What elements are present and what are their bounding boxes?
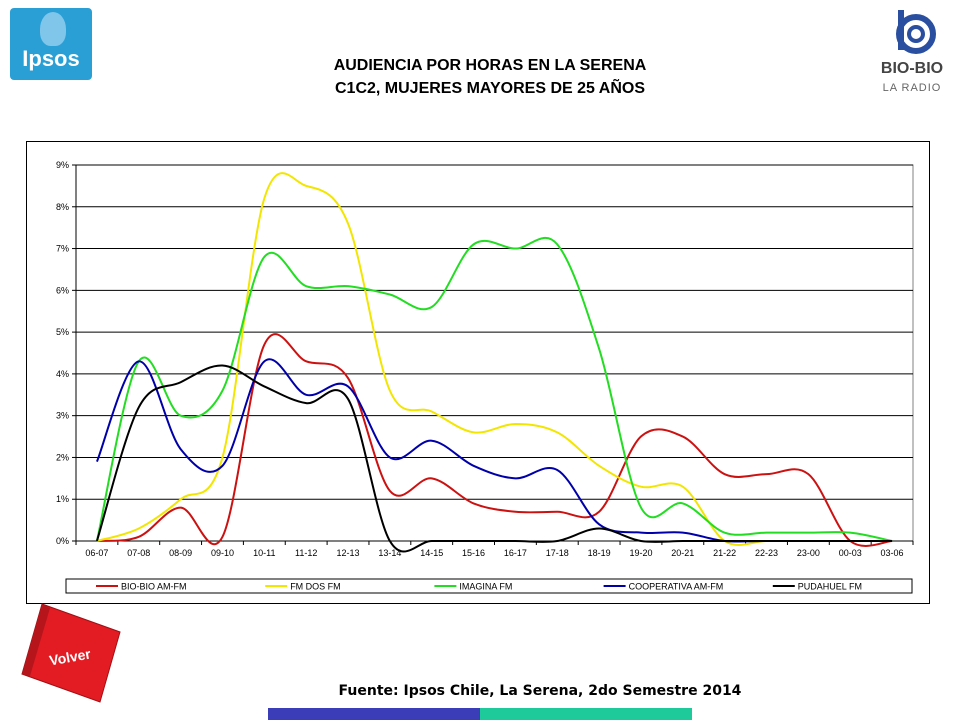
ipsos-logo: Ipsos <box>10 8 92 80</box>
y-tick-label: 7% <box>56 244 69 254</box>
y-tick-label: 3% <box>56 411 69 421</box>
biobio-logo-text: BIO-BIO <box>880 60 944 77</box>
x-tick-label: 23-00 <box>797 548 820 558</box>
series-line-1 <box>96 333 893 547</box>
y-tick-label: 6% <box>56 285 69 295</box>
x-tick-label: 13-14 <box>378 548 401 558</box>
x-tick-label: 20-21 <box>671 548 694 558</box>
series-line-2 <box>96 172 893 546</box>
x-tick-label: 03-06 <box>881 548 904 558</box>
y-tick-label: 9% <box>56 160 69 170</box>
biobio-logo-subtext: LA RADIO <box>882 82 942 94</box>
y-tick-label: 4% <box>56 369 69 379</box>
x-tick-label: 17-18 <box>546 548 569 558</box>
x-tick-label: 16-17 <box>504 548 527 558</box>
footer-bar-teal <box>480 708 692 720</box>
volver-label: Volver <box>48 645 92 668</box>
x-tick-label: 08-09 <box>169 548 192 558</box>
x-tick-label: 21-22 <box>713 548 736 558</box>
x-tick-label: 00-03 <box>839 548 862 558</box>
chart-container: 0% 1% 2% 3% 4% 5% 6% 7% 8% 9% 06-07 07-08 08-09 09-10… <box>26 141 930 604</box>
legend-label: IMAGINA FM <box>459 582 512 592</box>
y-tick-label: 0% <box>56 536 69 546</box>
x-tick-label: 09-10 <box>211 548 234 558</box>
page-title-line1: AUDIENCIA POR HORAS EN LA SERENA <box>333 57 647 74</box>
plot-area <box>75 164 914 542</box>
y-tick-label: 1% <box>56 494 69 504</box>
volver-button[interactable]: Volver <box>20 602 122 704</box>
legend-label: COOPERATIVA AM-FM <box>629 582 724 592</box>
x-tick-label: 15-16 <box>462 548 485 558</box>
biobio-logo: BIO-BIO LA RADIO <box>876 8 948 100</box>
biobio-emblem-icon <box>896 10 936 54</box>
x-tick-label: 14-15 <box>420 548 443 558</box>
y-tick-label: 8% <box>56 202 69 212</box>
footer-bar-blue <box>268 708 480 720</box>
x-tick-label: 10-11 <box>253 548 275 558</box>
legend-label: BIO-BIO AM-FM <box>121 582 187 592</box>
ipsos-head-icon <box>40 12 66 46</box>
line-chart: 0% 1% 2% 3% 4% 5% 6% 7% 8% 9% 06-07 07-08 08-09 09-10… <box>26 141 930 604</box>
source-caption: Fuente: Ipsos Chile, La Serena, 2do Seme… <box>338 683 742 699</box>
x-tick-label: 22-23 <box>755 548 778 558</box>
x-tick-label: 12-13 <box>337 548 360 558</box>
legend-label: PUDAHUEL FM <box>798 582 862 592</box>
series-line-3 <box>95 236 893 542</box>
x-tick-label: 18-19 <box>588 548 611 558</box>
legend-label: FM DOS FM <box>290 582 341 592</box>
legend-box <box>65 578 913 594</box>
y-tick-label: 2% <box>56 452 69 462</box>
ipsos-logo-text: Ipsos <box>22 46 80 71</box>
y-tick-label: 5% <box>56 327 69 337</box>
x-tick-label: 07-08 <box>127 548 150 558</box>
x-tick-label: 19-20 <box>629 548 652 558</box>
page-title-line2: C1C2, MUJERES MAYORES DE 25 AÑOS <box>334 80 645 97</box>
x-tick-label: 06-07 <box>85 548 108 558</box>
series-line-5 <box>95 364 893 553</box>
x-tick-label: 11-12 <box>295 548 317 558</box>
